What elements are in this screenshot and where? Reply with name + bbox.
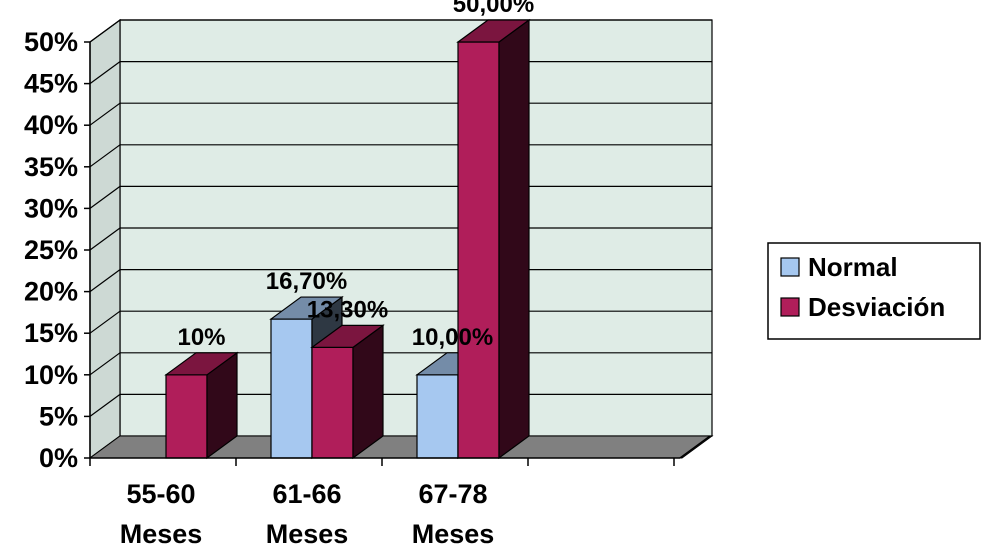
bar-front <box>416 374 459 459</box>
y-axis: 0% 5% 10% 15% 20% 25% 30% 35% 40% 45% 50% <box>24 27 91 473</box>
x-category-label: 67-78 <box>418 479 487 509</box>
y-tick-label: 45% <box>24 69 78 99</box>
data-labels: 16,70% 10,00% 10% 13,30% 50,00% <box>177 0 534 351</box>
legend: Normal Desviación <box>767 242 981 340</box>
bar-top <box>269 296 344 320</box>
y-tick-label: 15% <box>24 318 78 348</box>
y-tick-label: 10% <box>24 360 78 390</box>
bar-top <box>164 352 239 376</box>
legend-swatch <box>780 297 800 317</box>
y-tick-label: 40% <box>24 110 78 140</box>
data-label: 16,70% <box>266 268 347 295</box>
y-tick-label: 20% <box>24 277 78 307</box>
x-category-label: Meses <box>412 519 495 549</box>
bar-desviación <box>164 351 239 460</box>
x-category-label: 61-66 <box>272 479 341 509</box>
bar-top <box>456 19 531 43</box>
x-category-label: 55-60 <box>126 479 195 509</box>
y-tick-label: 5% <box>39 401 78 431</box>
y-tick-label: 50% <box>24 27 78 57</box>
bar-desviación <box>310 324 385 460</box>
data-label: 13,30% <box>307 296 388 323</box>
y-tick-label: 25% <box>24 235 78 265</box>
bar-front <box>270 318 313 459</box>
data-label: 50,00% <box>453 0 534 18</box>
x-category-label: Meses <box>120 519 203 549</box>
bar-front <box>165 374 208 459</box>
legend-label: Desviación <box>808 292 945 322</box>
legend-box <box>767 242 981 340</box>
bar-side <box>498 18 530 460</box>
bar-side <box>352 324 384 460</box>
data-label: 10,00% <box>412 324 493 351</box>
bars <box>164 18 531 460</box>
x-category-label: Meses <box>266 519 349 549</box>
bar-top <box>310 324 385 348</box>
y-tick-label: 0% <box>39 443 78 473</box>
legend-swatch <box>780 257 800 277</box>
y-tick-label: 35% <box>24 152 78 182</box>
data-label: 10% <box>177 324 225 351</box>
bar-front <box>311 346 354 459</box>
x-axis-end <box>679 435 711 459</box>
y-tick-label: 30% <box>24 193 78 223</box>
x-axis: 55-60 Meses 61-66 Meses 67-78 Meses <box>89 435 711 549</box>
legend-label: Normal <box>808 252 898 282</box>
bar-front <box>457 41 500 459</box>
bar-desviación <box>456 18 531 460</box>
